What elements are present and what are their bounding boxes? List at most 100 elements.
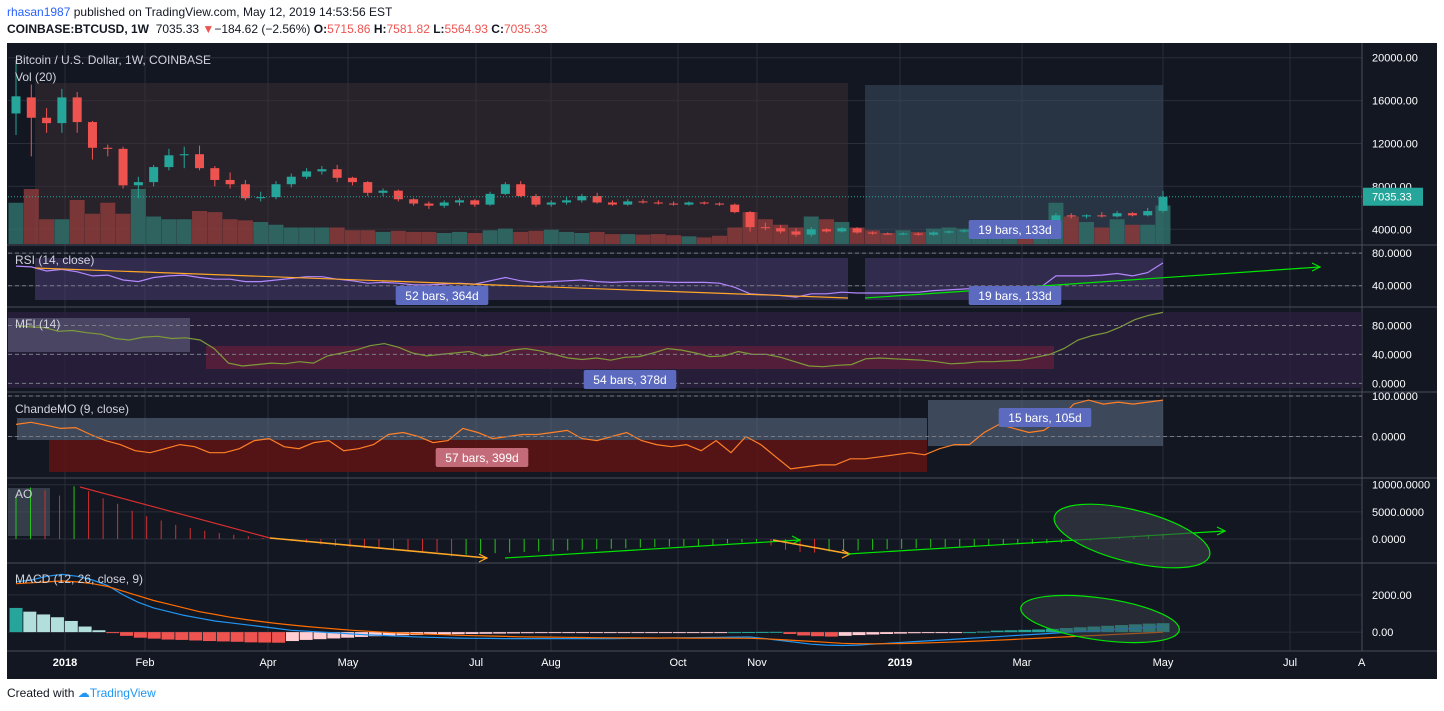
volume-bar [1124, 224, 1140, 244]
volume-bar [757, 219, 773, 244]
volume-bar [543, 229, 559, 244]
macd-histogram-bar [451, 632, 465, 635]
macd-histogram-bar [133, 632, 147, 638]
macd-histogram-bar [520, 632, 534, 634]
candle-body [623, 201, 633, 205]
macd-histogram-bar [493, 632, 507, 634]
volume-bar [467, 233, 483, 244]
candle-body [669, 203, 679, 205]
candle-body [470, 200, 480, 205]
candle-body [1143, 211, 1153, 216]
candle-body [1066, 215, 1076, 217]
rsi-range-label-2-box [968, 286, 1062, 305]
axis-label-3-0: 100.0000 [1372, 391, 1418, 403]
macd-histogram-bar [562, 632, 576, 634]
axis-label-5-1: 0.00 [1372, 627, 1393, 639]
macd-histogram-bar [258, 632, 272, 643]
time-label-6: Oct [669, 657, 686, 669]
macd-histogram-bar [976, 631, 990, 633]
symbol-label: COINBASE:BTCUSD, 1W [7, 22, 150, 36]
macd-histogram-bar [672, 632, 686, 634]
high-label: H: [373, 22, 387, 36]
ao-range-box [8, 488, 50, 536]
volume-bar [69, 200, 85, 244]
volume-bar [711, 235, 727, 244]
macd-histogram-bar [341, 632, 355, 638]
macd-histogram-bar [755, 631, 769, 633]
volume-bar [8, 202, 24, 244]
macd-histogram-bar [893, 632, 907, 634]
macd-histogram-bar [603, 632, 617, 634]
candle-body [791, 231, 801, 235]
candle-body [195, 154, 205, 169]
volume-bar [115, 213, 131, 244]
macd-histogram-bar [147, 632, 161, 639]
volume-bar [390, 230, 406, 244]
volume-bar [696, 237, 712, 244]
pane-title-5: MACD (12, 26, close, 9) [15, 572, 143, 586]
macd-histogram-bar [741, 632, 755, 634]
candle-body [271, 184, 281, 198]
macd-histogram-bar [866, 632, 880, 635]
macd-highlight-ellipse [1020, 594, 1180, 644]
author-link[interactable]: rhasan1987 [7, 5, 71, 19]
price-axis: 20000.0016000.0012000.008000.004000.0080… [1363, 53, 1430, 639]
time-label-8: 2019 [888, 657, 912, 669]
macd-histogram-bar [990, 630, 1004, 633]
volume-bar [604, 234, 620, 244]
pane-title-4: AO [15, 487, 32, 501]
macd-histogram-bar [202, 632, 216, 642]
macd-histogram-bar [714, 632, 728, 634]
candle-body [149, 167, 159, 183]
candle-body [745, 212, 755, 228]
tradingview-link[interactable]: TradingView [89, 686, 156, 700]
volume-bar [1140, 224, 1156, 244]
axis-label-0-1: 16000.00 [1372, 96, 1418, 108]
candle-body [1082, 215, 1092, 217]
macd-histogram-bar [244, 632, 258, 643]
candle-body [531, 196, 541, 205]
time-label-2: Apr [259, 657, 276, 669]
candle-body [286, 176, 296, 185]
candle-body [500, 184, 510, 194]
macd-histogram-bar [824, 632, 838, 637]
cmo-range-label-2-box [998, 408, 1092, 427]
time-axis: 2018 Feb Apr May Jul Aug Oct Nov 2019 Mar May Jul A [53, 657, 1366, 669]
axis-label-1-1: 40.0000 [1372, 281, 1412, 293]
pane-title-1: RSI (14, close) [15, 253, 94, 267]
axis-label-4-1: 5000.0000 [1372, 507, 1424, 519]
candle-body [1112, 213, 1122, 217]
low-value: 5564.93 [444, 22, 488, 36]
volume-bar [268, 224, 284, 244]
ao-orange-arrowhead-1 [478, 553, 489, 563]
price-range-box-2 [865, 85, 1163, 244]
signal-line [15, 580, 1164, 645]
macd-histogram-bar [92, 630, 106, 633]
tradingview-logo-icon: ☁ [77, 686, 90, 700]
volume-bars [8, 189, 1171, 244]
candle-body [562, 200, 572, 203]
candle-body [699, 202, 709, 204]
axis-label-4-0: 10000.0000 [1372, 480, 1430, 492]
ao-decline-line [79, 486, 271, 539]
macd-histogram-bar [700, 632, 714, 634]
volume-bar [452, 231, 468, 244]
volume-bar [864, 230, 880, 244]
candle-body [1097, 215, 1107, 217]
open-value: 5715.86 [327, 22, 371, 36]
macd-histogram-bar [935, 632, 949, 634]
volume-bar [482, 230, 498, 244]
published-text: published on TradingView.com, May 12, 20… [73, 5, 393, 19]
rsi-up-trendline [864, 266, 1321, 299]
macd-histogram-bar [617, 632, 631, 634]
volume-bar [344, 230, 360, 244]
macd-histogram-bar [479, 632, 493, 634]
time-axis-end-marker-icon: A [1358, 657, 1366, 669]
macd-histogram-bar [382, 632, 396, 636]
mfi-range-label: 54 bars, 378d [593, 373, 666, 387]
volume-bar [1079, 222, 1095, 244]
volume-bar [253, 222, 269, 244]
candle-body [378, 190, 388, 193]
macd-histogram-bar [852, 632, 866, 636]
